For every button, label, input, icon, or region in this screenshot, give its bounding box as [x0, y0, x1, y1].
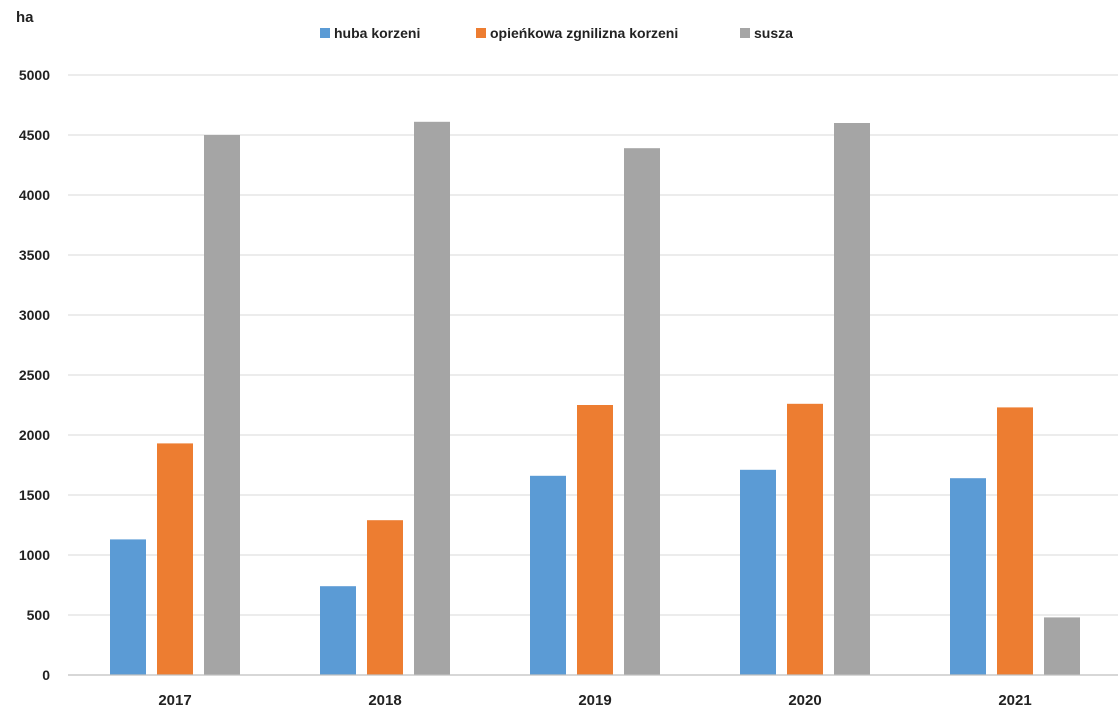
x-tick-label: 2017 — [158, 692, 191, 707]
legend: huba korzeni opieńkowa zgnilizna korzeni s… — [320, 25, 793, 41]
legend-swatch — [476, 28, 486, 38]
legend-label: opieńkowa zgnilizna korzeni — [490, 25, 678, 41]
x-tick-label: 2018 — [368, 692, 401, 707]
bar — [997, 407, 1033, 675]
legend-label: huba korzeni — [334, 25, 420, 41]
bar — [367, 520, 403, 675]
bar — [110, 539, 146, 675]
bar — [204, 135, 240, 675]
bar — [414, 121, 450, 676]
bar — [950, 478, 986, 675]
bar — [320, 586, 356, 675]
y-tick-label: 1500 — [19, 487, 50, 503]
y-tick-label: 3500 — [19, 247, 50, 263]
legend-swatch — [740, 28, 750, 38]
y-tick-label: 500 — [27, 607, 51, 623]
bar — [834, 123, 870, 675]
x-tick-label: 2020 — [788, 692, 821, 707]
axes: 0 500 1000 1500 2000 2500 3000 3500 4000 4500 5000… — [19, 67, 1118, 709]
y-tick-label: 3000 — [19, 307, 50, 323]
y-tick-label: 2000 — [19, 427, 50, 443]
bar — [740, 469, 776, 675]
legend-label: susza — [754, 25, 793, 41]
bars — [110, 121, 1080, 676]
legend-swatch — [320, 28, 330, 38]
y-tick-label: 0 — [42, 667, 50, 683]
bar — [530, 475, 566, 675]
y-tick-label: 1000 — [19, 547, 50, 563]
y-tick-label: 5000 — [19, 67, 50, 83]
bar — [577, 405, 613, 675]
bar — [157, 443, 193, 675]
x-tick-label: 2021 — [998, 692, 1031, 707]
y-tick-label: 2500 — [19, 367, 50, 383]
y-tick-label: 4500 — [19, 127, 50, 143]
bar — [1044, 617, 1080, 675]
x-tick-label: 2019 — [578, 692, 611, 707]
bar — [624, 148, 660, 675]
y-axis-label: ha — [16, 9, 34, 26]
gridlines — [68, 74, 1118, 616]
bar — [787, 403, 823, 675]
y-tick-label: 4000 — [19, 187, 50, 203]
